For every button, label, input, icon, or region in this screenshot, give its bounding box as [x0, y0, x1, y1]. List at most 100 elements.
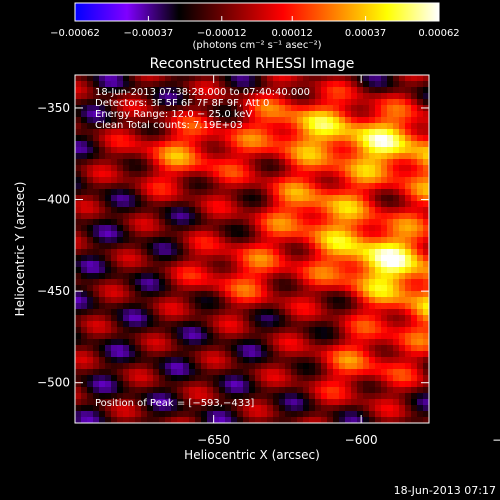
heatmap-cell [87, 201, 94, 208]
heatmap-cell [255, 315, 262, 322]
heatmap-cell [315, 303, 322, 310]
heatmap-cell [333, 99, 340, 106]
heatmap-cell [93, 303, 100, 310]
heatmap-cell [129, 111, 136, 118]
heatmap-cell [237, 351, 244, 358]
heatmap-cell [411, 321, 418, 328]
heatmap-cell [147, 225, 154, 232]
heatmap-cell [147, 417, 154, 423]
heatmap-cell [171, 381, 178, 388]
heatmap-cell [333, 339, 340, 346]
heatmap-cell [93, 81, 100, 88]
heatmap-cell [363, 165, 370, 172]
heatmap-cell [99, 393, 106, 400]
heatmap-cell [99, 111, 106, 118]
heatmap-cell [411, 357, 418, 364]
heatmap-cell [417, 201, 424, 208]
heatmap-cell [75, 195, 82, 202]
heatmap-cell [345, 363, 352, 370]
heatmap-cell [195, 417, 202, 423]
heatmap-cell [303, 183, 310, 190]
heatmap-cell [279, 291, 286, 298]
heatmap-cell [111, 351, 118, 358]
heatmap-cell [213, 111, 220, 118]
heatmap-cell [375, 165, 382, 172]
heatmap-cell [405, 291, 412, 298]
heatmap-cell [417, 81, 424, 88]
heatmap-cell [267, 189, 274, 196]
heatmap-cell [393, 81, 400, 88]
heatmap-cell [75, 357, 82, 364]
heatmap-cell [345, 285, 352, 292]
heatmap-cell [351, 273, 358, 280]
heatmap-cell [393, 243, 400, 250]
heatmap-cell [237, 81, 244, 88]
heatmap-cell [339, 309, 346, 316]
heatmap-cell [159, 351, 166, 358]
heatmap-cell [147, 393, 154, 400]
heatmap-cell [177, 297, 184, 304]
heatmap-cell [243, 351, 250, 358]
heatmap-cell [333, 399, 340, 406]
heatmap-cell [243, 153, 250, 160]
heatmap-cell [345, 333, 352, 340]
heatmap-cell [117, 75, 124, 82]
heatmap-cell [285, 267, 292, 274]
heatmap-cell [273, 273, 280, 280]
heatmap-cell [165, 267, 172, 274]
heatmap-cell [75, 231, 82, 238]
heatmap-cell [153, 273, 160, 280]
heatmap-cell [261, 321, 268, 328]
heatmap-cell [177, 171, 184, 178]
heatmap-cell [237, 417, 244, 423]
heatmap-cell [171, 183, 178, 190]
heatmap-cell [297, 189, 304, 196]
heatmap-cell [411, 303, 418, 310]
heatmap-cell [309, 207, 316, 214]
heatmap-cell [321, 81, 328, 88]
heatmap-cell [267, 363, 274, 370]
heatmap-cell [357, 201, 364, 208]
heatmap-cell [147, 261, 154, 268]
heatmap-cell [285, 375, 292, 382]
heatmap-cell [261, 291, 268, 298]
heatmap-cell [417, 153, 424, 160]
heatmap-cell [399, 147, 406, 154]
heatmap-cell [177, 87, 184, 94]
heatmap-cell [411, 165, 418, 172]
heatmap-cell [297, 291, 304, 298]
heatmap-cell [123, 81, 130, 88]
heatmap-cell [243, 135, 250, 142]
heatmap-cell [303, 363, 310, 370]
heatmap-cell [309, 417, 316, 423]
heatmap-cell [315, 369, 322, 376]
heatmap-cell [351, 135, 358, 142]
heatmap-cell [231, 411, 238, 418]
heatmap-cell [273, 75, 280, 82]
heatmap-cell [279, 105, 286, 112]
heatmap-cell [177, 267, 184, 274]
heatmap-cell [309, 393, 316, 400]
heatmap-cell [225, 333, 232, 340]
heatmap-cell [237, 243, 244, 250]
heatmap-cell [357, 195, 364, 202]
heatmap-cell [171, 351, 178, 358]
heatmap-cell [267, 171, 274, 178]
heatmap-cell [381, 351, 388, 358]
heatmap-cell [411, 375, 418, 382]
heatmap-cell [423, 285, 429, 292]
heatmap-cell [357, 309, 364, 316]
heatmap-cell [285, 225, 292, 232]
heatmap-cell [75, 99, 82, 106]
heatmap-cell [291, 153, 298, 160]
heatmap-cell [327, 255, 334, 262]
heatmap-cell [375, 273, 382, 280]
heatmap-cell [315, 321, 322, 328]
heatmap-cell [399, 291, 406, 298]
heatmap-cell [147, 93, 154, 100]
heatmap-cell [189, 87, 196, 94]
heatmap-cell [201, 315, 208, 322]
heatmap-cell [87, 153, 94, 160]
heatmap-cell [273, 387, 280, 394]
